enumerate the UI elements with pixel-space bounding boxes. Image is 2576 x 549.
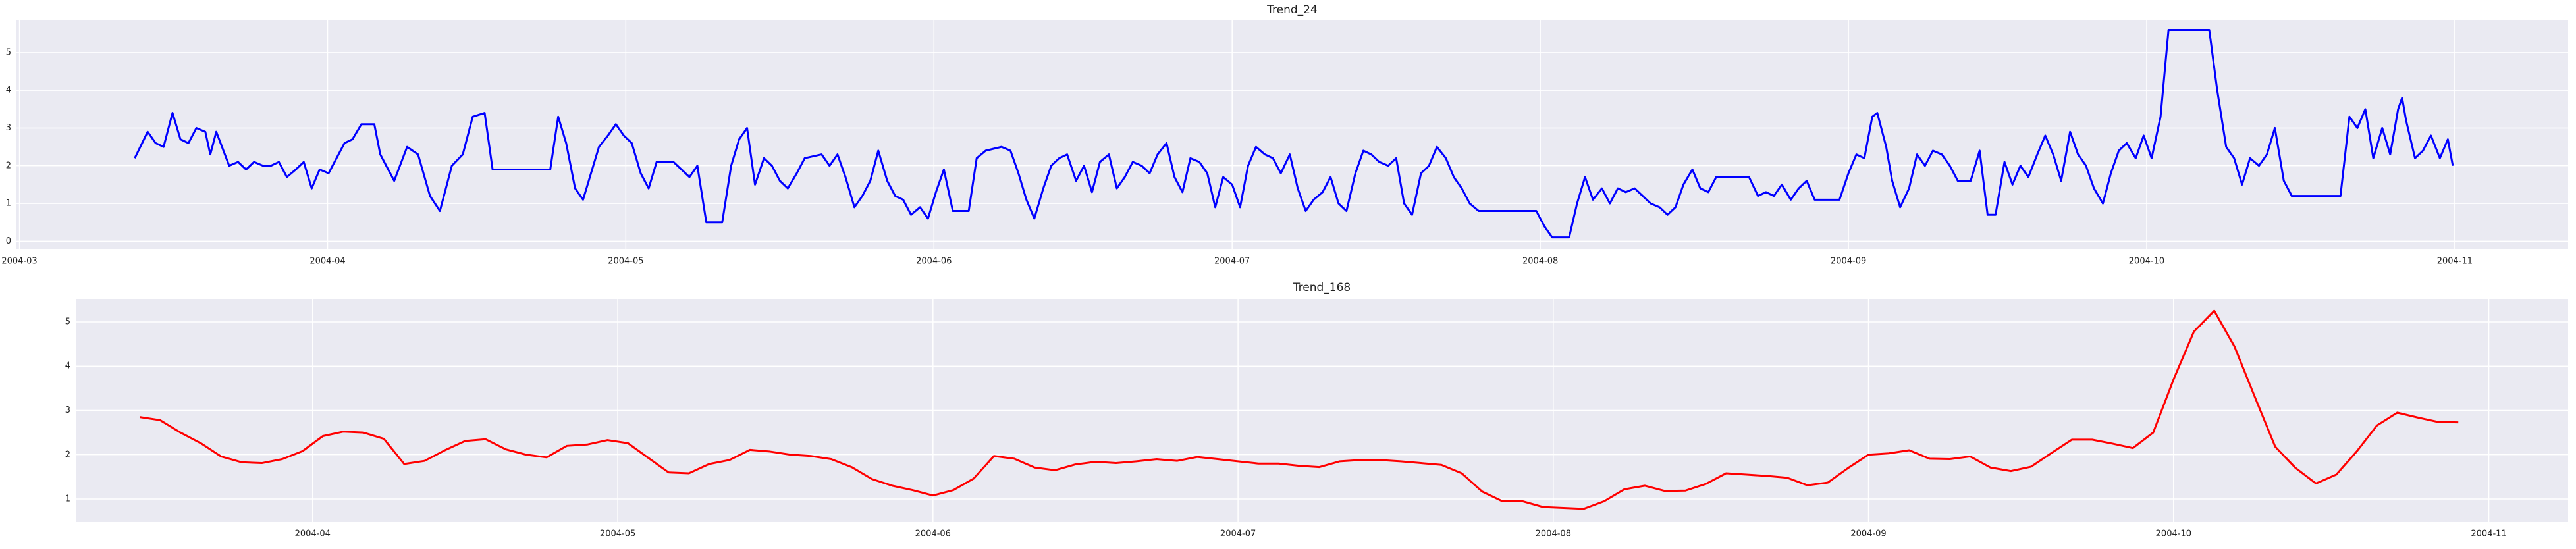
- chart-title: Trend_24: [1266, 3, 1318, 16]
- y-tick-label: 3: [65, 405, 70, 415]
- y-tick-label: 5: [65, 317, 70, 327]
- x-tick-label: 2004-11: [2437, 257, 2473, 267]
- y-tick-label: 4: [65, 361, 70, 371]
- y-tick-label: 1: [65, 494, 70, 504]
- y-tick-label: 0: [6, 236, 11, 246]
- y-tick-label: 4: [6, 86, 11, 95]
- x-tick-label: 2004-10: [2129, 257, 2164, 267]
- x-tick-label: 2004-04: [295, 529, 331, 539]
- x-tick-label: 2004-07: [1214, 257, 1250, 267]
- data-line: [140, 309, 2459, 510]
- x-tick-label: 2004-05: [608, 257, 643, 267]
- plot-area: [16, 20, 2568, 249]
- x-tick-label: 2004-08: [1536, 529, 1571, 539]
- x-tick-label: 2004-07: [1220, 529, 1256, 539]
- x-tick-label: 2004-08: [1522, 257, 1558, 267]
- y-tick-label: 2: [65, 450, 70, 459]
- y-tick-label: 5: [6, 47, 11, 57]
- y-tick-label: 2: [6, 161, 11, 170]
- chart-title: Trend_168: [1293, 281, 1351, 294]
- x-tick-label: 2004-09: [1850, 529, 1886, 539]
- x-tick-label: 2004-09: [1831, 257, 1866, 267]
- x-tick-label: 2004-11: [2471, 529, 2506, 539]
- x-tick-label: 2004-04: [309, 257, 345, 267]
- x-tick-label: 2004-06: [916, 257, 952, 267]
- y-tick-label: 1: [6, 199, 11, 209]
- x-tick-label: 2004-06: [915, 529, 951, 539]
- data-line: [134, 28, 2454, 239]
- x-tick-label: 2004-03: [1, 257, 37, 267]
- x-tick-label: 2004-10: [2156, 529, 2191, 539]
- y-tick-label: 3: [6, 123, 11, 133]
- x-tick-label: 2004-05: [600, 529, 635, 539]
